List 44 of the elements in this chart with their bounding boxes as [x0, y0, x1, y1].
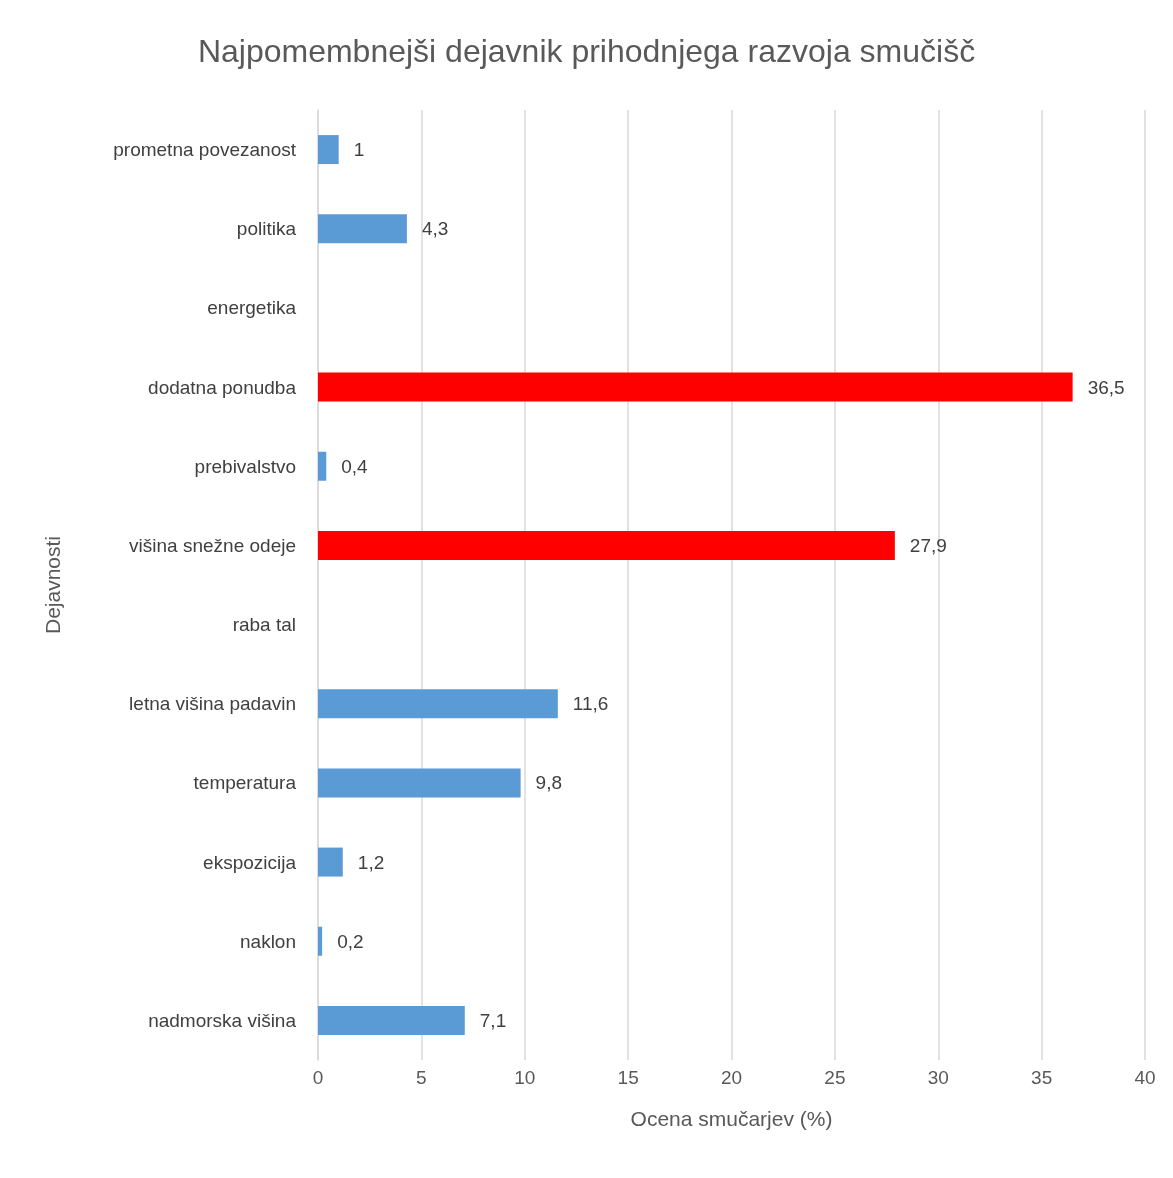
bar — [318, 1005, 465, 1035]
x-tick-label: 30 — [927, 1067, 949, 1088]
bar — [318, 214, 407, 244]
y-tick-label: dodatna ponudba — [148, 376, 297, 398]
y-tick-label: temperatura — [193, 772, 297, 794]
data-label: 1 — [353, 139, 365, 161]
data-label: 7,1 — [479, 1009, 507, 1031]
y-tick-label: politika — [236, 218, 297, 240]
bar — [318, 926, 323, 956]
data-label: 1,2 — [357, 851, 385, 873]
x-tick-label: 10 — [514, 1067, 536, 1088]
bar — [318, 689, 558, 719]
y-tick-label: ekspozicija — [203, 851, 297, 873]
y-tick-label: nadmorska višina — [148, 1009, 297, 1031]
chart-title: Najpomembnejši dejavnik prihodnjega razvoja smučišč — [197, 33, 976, 69]
y-tick-label: naklon — [240, 930, 296, 952]
bar — [318, 135, 339, 165]
bar — [318, 451, 327, 481]
bar — [318, 372, 1073, 402]
data-label: 27,9 — [909, 534, 947, 556]
x-axis-title: Ocena smučarjev (%) — [630, 1107, 833, 1130]
y-tick-label: višina snežne odeje — [129, 534, 296, 556]
x-tick-label: 20 — [720, 1067, 743, 1088]
x-tick-label: 25 — [824, 1067, 846, 1088]
data-label: 11,6 — [572, 693, 609, 715]
data-label: 0,4 — [341, 455, 369, 477]
x-tick-label: 15 — [617, 1067, 639, 1088]
y-tick-label: energetika — [207, 297, 297, 319]
data-label: 0,2 — [337, 930, 364, 952]
y-tick-label: prometna povezanost — [113, 139, 297, 161]
x-tick-label: 35 — [1031, 1067, 1053, 1088]
y-tick-label: letna višina padavin — [129, 693, 296, 715]
bar — [318, 768, 521, 798]
y-axis-title: Dejavnosti — [41, 535, 64, 635]
data-label: 9,8 — [535, 772, 563, 794]
data-label: 36,5 — [1087, 376, 1125, 398]
x-tick-label: 5 — [416, 1067, 427, 1088]
y-tick-label: raba tal — [232, 614, 296, 636]
bar — [318, 530, 895, 560]
data-label: 4,3 — [421, 218, 449, 240]
x-tick-label: 0 — [312, 1067, 324, 1088]
bar — [318, 847, 343, 877]
x-tick-label: 40 — [1134, 1067, 1156, 1088]
y-tick-label: prebivalstvo — [194, 455, 296, 477]
